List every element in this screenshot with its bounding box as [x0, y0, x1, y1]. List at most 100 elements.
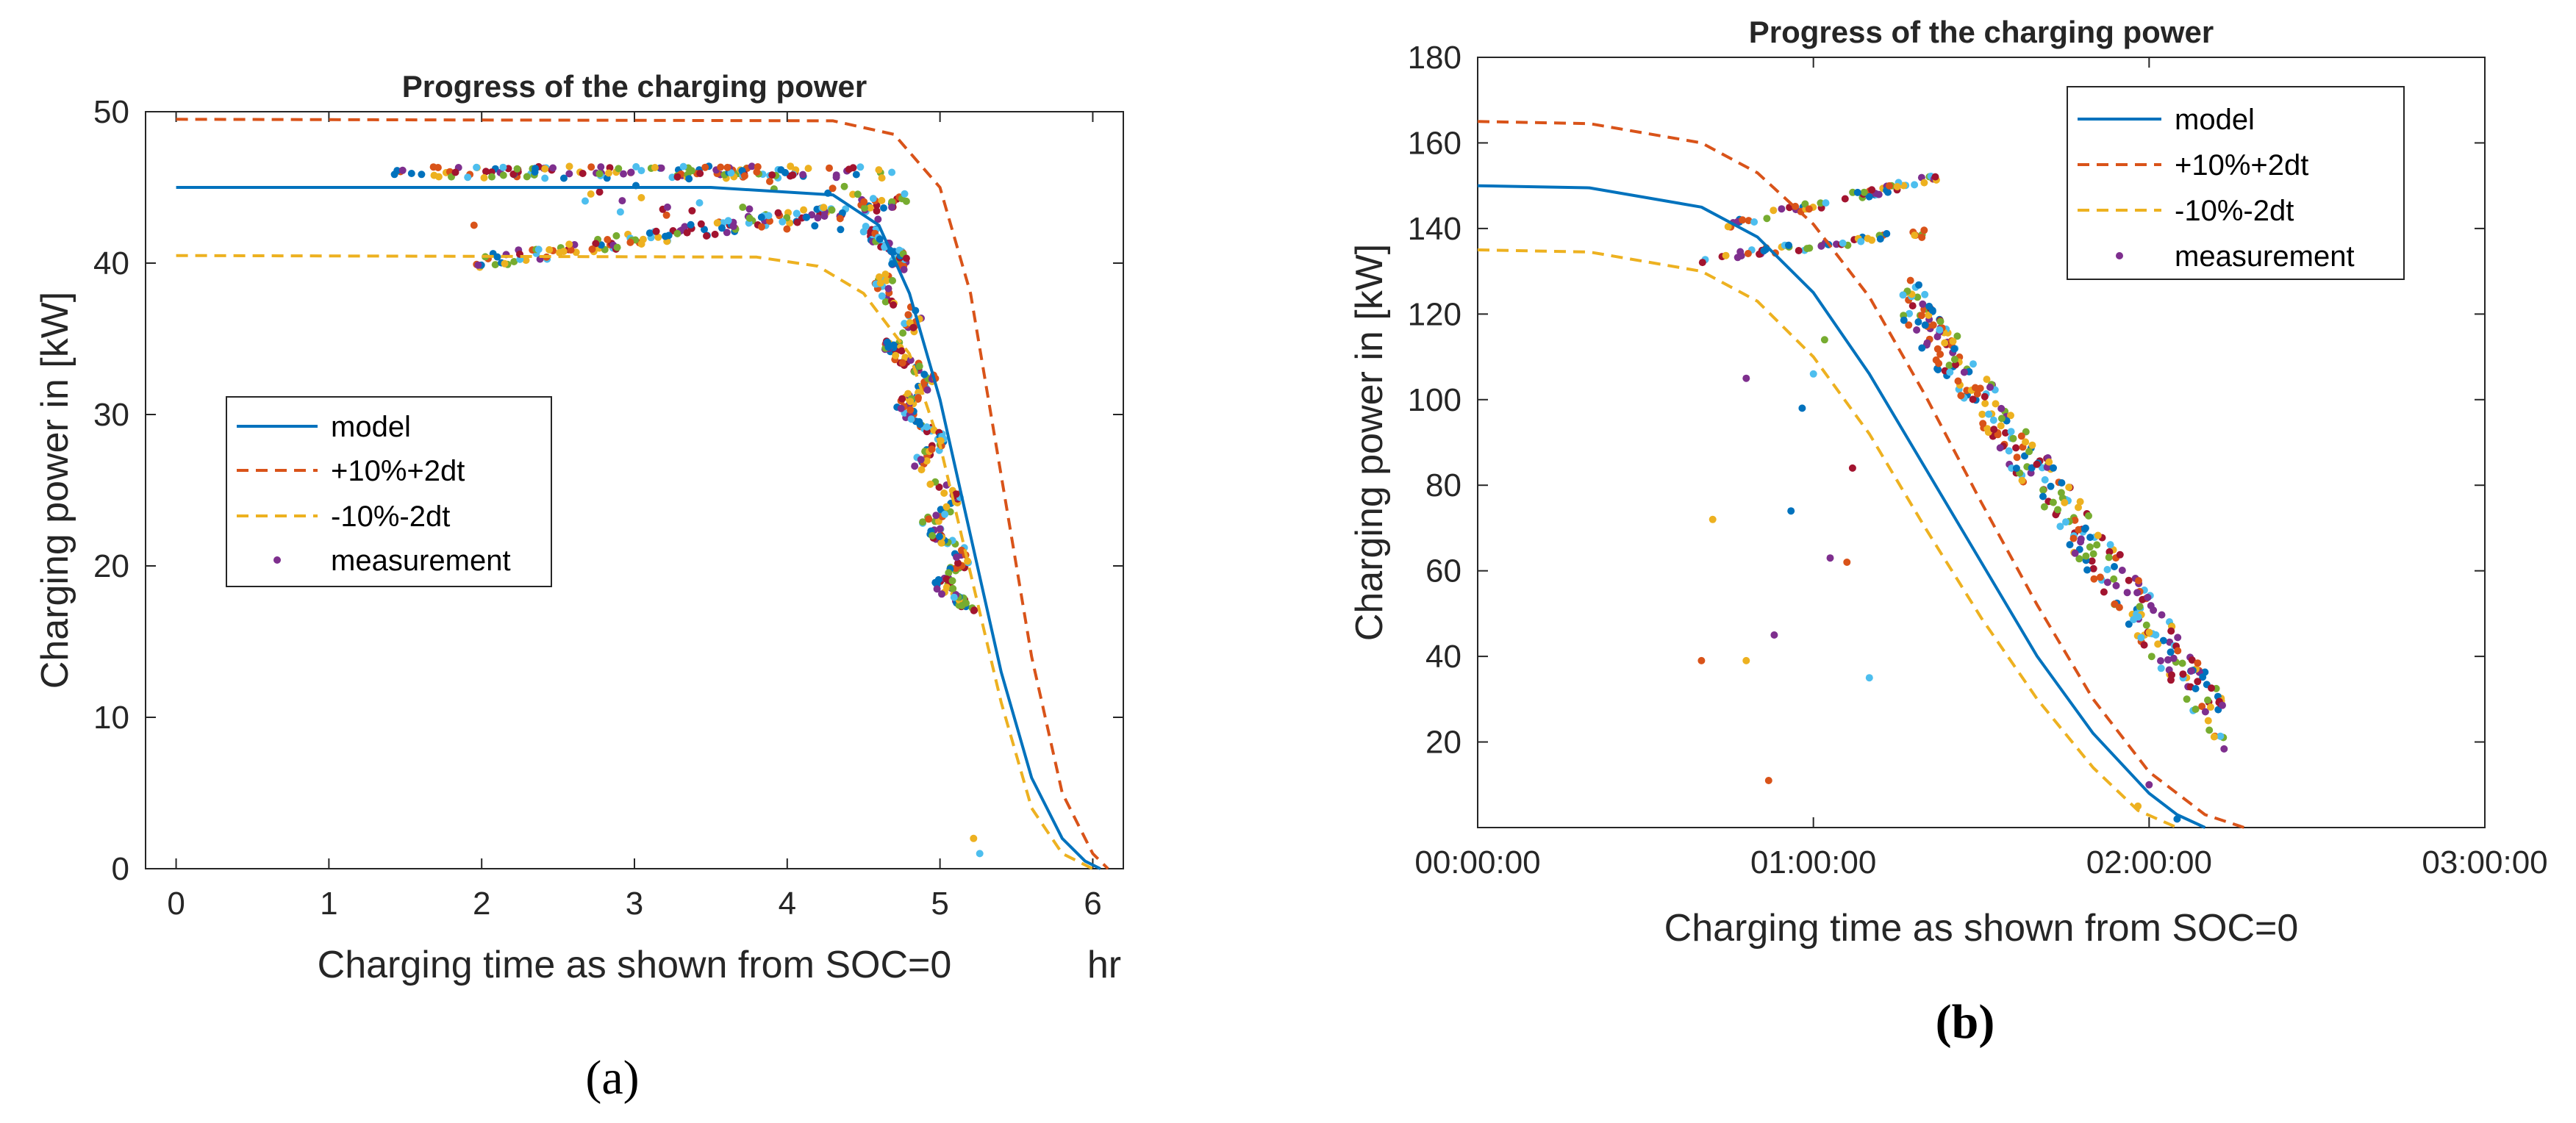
- chart-b-measurement-point: [2013, 453, 2021, 462]
- chart-a-measurement-point: [799, 171, 807, 179]
- chart-b-measurement-point: [1994, 431, 2002, 439]
- chart-b-measurement-point: [2022, 438, 2030, 446]
- chart-b-measurement-point: [2125, 576, 2133, 584]
- chart-b-y-axis-label: Charging power in [kW]: [1348, 244, 1391, 641]
- chart-b-measurement-point: [1921, 290, 1929, 298]
- chart-b-measurement-point: [1917, 312, 1925, 320]
- chart-a-measurement-point: [938, 590, 945, 598]
- chart-b-measurement-point: [2086, 543, 2094, 551]
- chart-b-measurement-point: [1750, 218, 1759, 226]
- chart-a-x-tick-label: 4: [779, 886, 796, 922]
- chart-b-measurement-point: [2111, 563, 2118, 570]
- chart-a-measurement-point: [923, 457, 931, 465]
- chart-b-measurement-point: [2050, 464, 2057, 472]
- chart-a-measurement-point: [618, 197, 626, 205]
- chart-b-series-lines: [1477, 120, 2245, 829]
- chart-a-measurement-point: [637, 194, 645, 201]
- chart-b-measurement-point: [2056, 523, 2064, 531]
- chart-a-measurement-point: [900, 265, 908, 273]
- chart-b-measurement-point: [2009, 434, 2017, 442]
- chart-b-measurement-point: [1764, 777, 1772, 784]
- chart-a-measurement-point: [473, 163, 481, 171]
- chart-b-measurement-point: [2040, 503, 2048, 511]
- chart-a-measurement-point: [616, 208, 624, 216]
- chart-b-measurement-point: [2002, 429, 2009, 437]
- panel-label-a: (a): [585, 1051, 639, 1105]
- chart-a-measurement-point: [899, 329, 907, 337]
- chart-b-measurement-point: [1848, 464, 1856, 472]
- chart-a-measurement-point: [541, 165, 549, 173]
- chart-b-measurement-point: [1770, 631, 1778, 639]
- chart-a-measurement-point: [889, 276, 896, 284]
- chart-b-measurement-point: [1883, 230, 1891, 237]
- chart-b-measurement-point: [2105, 548, 2114, 556]
- chart-b-measurement-point: [1876, 235, 1884, 243]
- chart-b-measurement-point: [2137, 634, 2145, 642]
- chart-a-measurement-point: [605, 169, 612, 177]
- chart-b-measurement-point: [1911, 181, 1919, 189]
- chart-a-x-tick-label: 3: [626, 886, 643, 922]
- chart-a-legend-measurement-label: measurement: [331, 545, 511, 577]
- chart-b-measurement-point: [1742, 656, 1750, 664]
- chart-b-measurement-point: [1905, 321, 1913, 329]
- chart-b-measurement-point: [2007, 428, 2015, 436]
- chart-b-measurement-point: [2061, 498, 2069, 506]
- chart-a-measurement-point: [878, 292, 886, 300]
- chart-a-measurement-point: [695, 199, 704, 207]
- chart-a-measurement-point: [888, 204, 896, 211]
- chart-a-measurement-point: [545, 245, 554, 254]
- chart-b-measurement-points: [1697, 172, 2228, 823]
- chart-a-measurement-point: [597, 241, 605, 249]
- chart-b-measurement-point: [2125, 620, 2133, 628]
- chart-b-x-tick-label: 02:00:00: [2086, 844, 2212, 880]
- chart-a-measurement-point: [418, 171, 426, 179]
- chart-b-x-axis-label: Charging time as shown from SOC=0: [1664, 907, 2299, 950]
- chart-b-measurement-point: [2219, 701, 2226, 709]
- chart-b-measurement-point: [1853, 188, 1861, 196]
- chart-a-measurement-point: [923, 423, 931, 431]
- chart-a-measurement-point: [604, 236, 612, 243]
- chart-b-measurement-point: [1981, 400, 1989, 407]
- chart-b-measurement-point: [1792, 202, 1800, 210]
- chart-b-measurement-point: [2194, 678, 2202, 686]
- chart-b-measurement-point: [1914, 293, 1922, 301]
- chart-a-measurement-point: [464, 173, 472, 182]
- chart-b-y-tick-label: 160: [1408, 125, 1461, 161]
- chart-b-measurement-point: [1822, 199, 1830, 207]
- chart-b-measurement-point: [1875, 190, 1883, 198]
- chart-a-measurement-point: [828, 206, 836, 214]
- chart-b-measurement-point: [2199, 673, 2207, 681]
- chart-a-measurement-point: [434, 164, 442, 171]
- chart-b-measurement-point: [2017, 432, 2025, 440]
- chart-a: 0 1 2 3 4 5 6 0 10 20 30 40 50 Progress of the charg…: [34, 69, 1124, 1105]
- chart-b-measurement-point: [1809, 370, 1817, 378]
- chart-b-measurement-point: [1933, 345, 1942, 353]
- chart-b-measurement-point: [2134, 613, 2142, 621]
- chart-b-measurement-point: [2157, 657, 2164, 665]
- chart-b-x-tick-label: 01:00:00: [1750, 844, 1876, 880]
- chart-b-y-tick-label: 20: [1425, 725, 1461, 761]
- chart-b-measurement-point: [2075, 555, 2083, 563]
- chart-b-measurement-point: [1736, 248, 1745, 256]
- chart-b-measurement-point: [1841, 195, 1849, 203]
- chart-a-measurement-point: [556, 248, 564, 256]
- chart-b-measurement-point: [1817, 199, 1825, 207]
- chart-a-measurement-point: [390, 171, 398, 179]
- chart-a-measurement-point: [804, 165, 812, 173]
- chart-a-measurement-point: [915, 394, 922, 401]
- chart-a-measurement-point: [654, 233, 662, 241]
- chart-b-measurement-point: [1826, 554, 1834, 562]
- chart-a-measurement-point: [615, 165, 623, 173]
- chart-b-measurement-point: [2194, 659, 2202, 667]
- chart-a-measurement-point: [901, 190, 909, 198]
- chart-a-measurement-point: [652, 227, 660, 235]
- panel-label-b: (b): [1936, 995, 1995, 1049]
- chart-b-measurement-point: [2012, 464, 2020, 473]
- chart-b-measurement-point: [1760, 247, 1768, 255]
- chart-a-measurement-point: [820, 204, 828, 212]
- chart-b-measurement-point: [1785, 241, 1792, 249]
- chart-a-measurement-point: [907, 415, 915, 423]
- chart-b-measurement-point: [1969, 360, 1977, 368]
- chart-a-measurement-point: [901, 320, 909, 328]
- chart-a-measurement-point: [856, 163, 865, 171]
